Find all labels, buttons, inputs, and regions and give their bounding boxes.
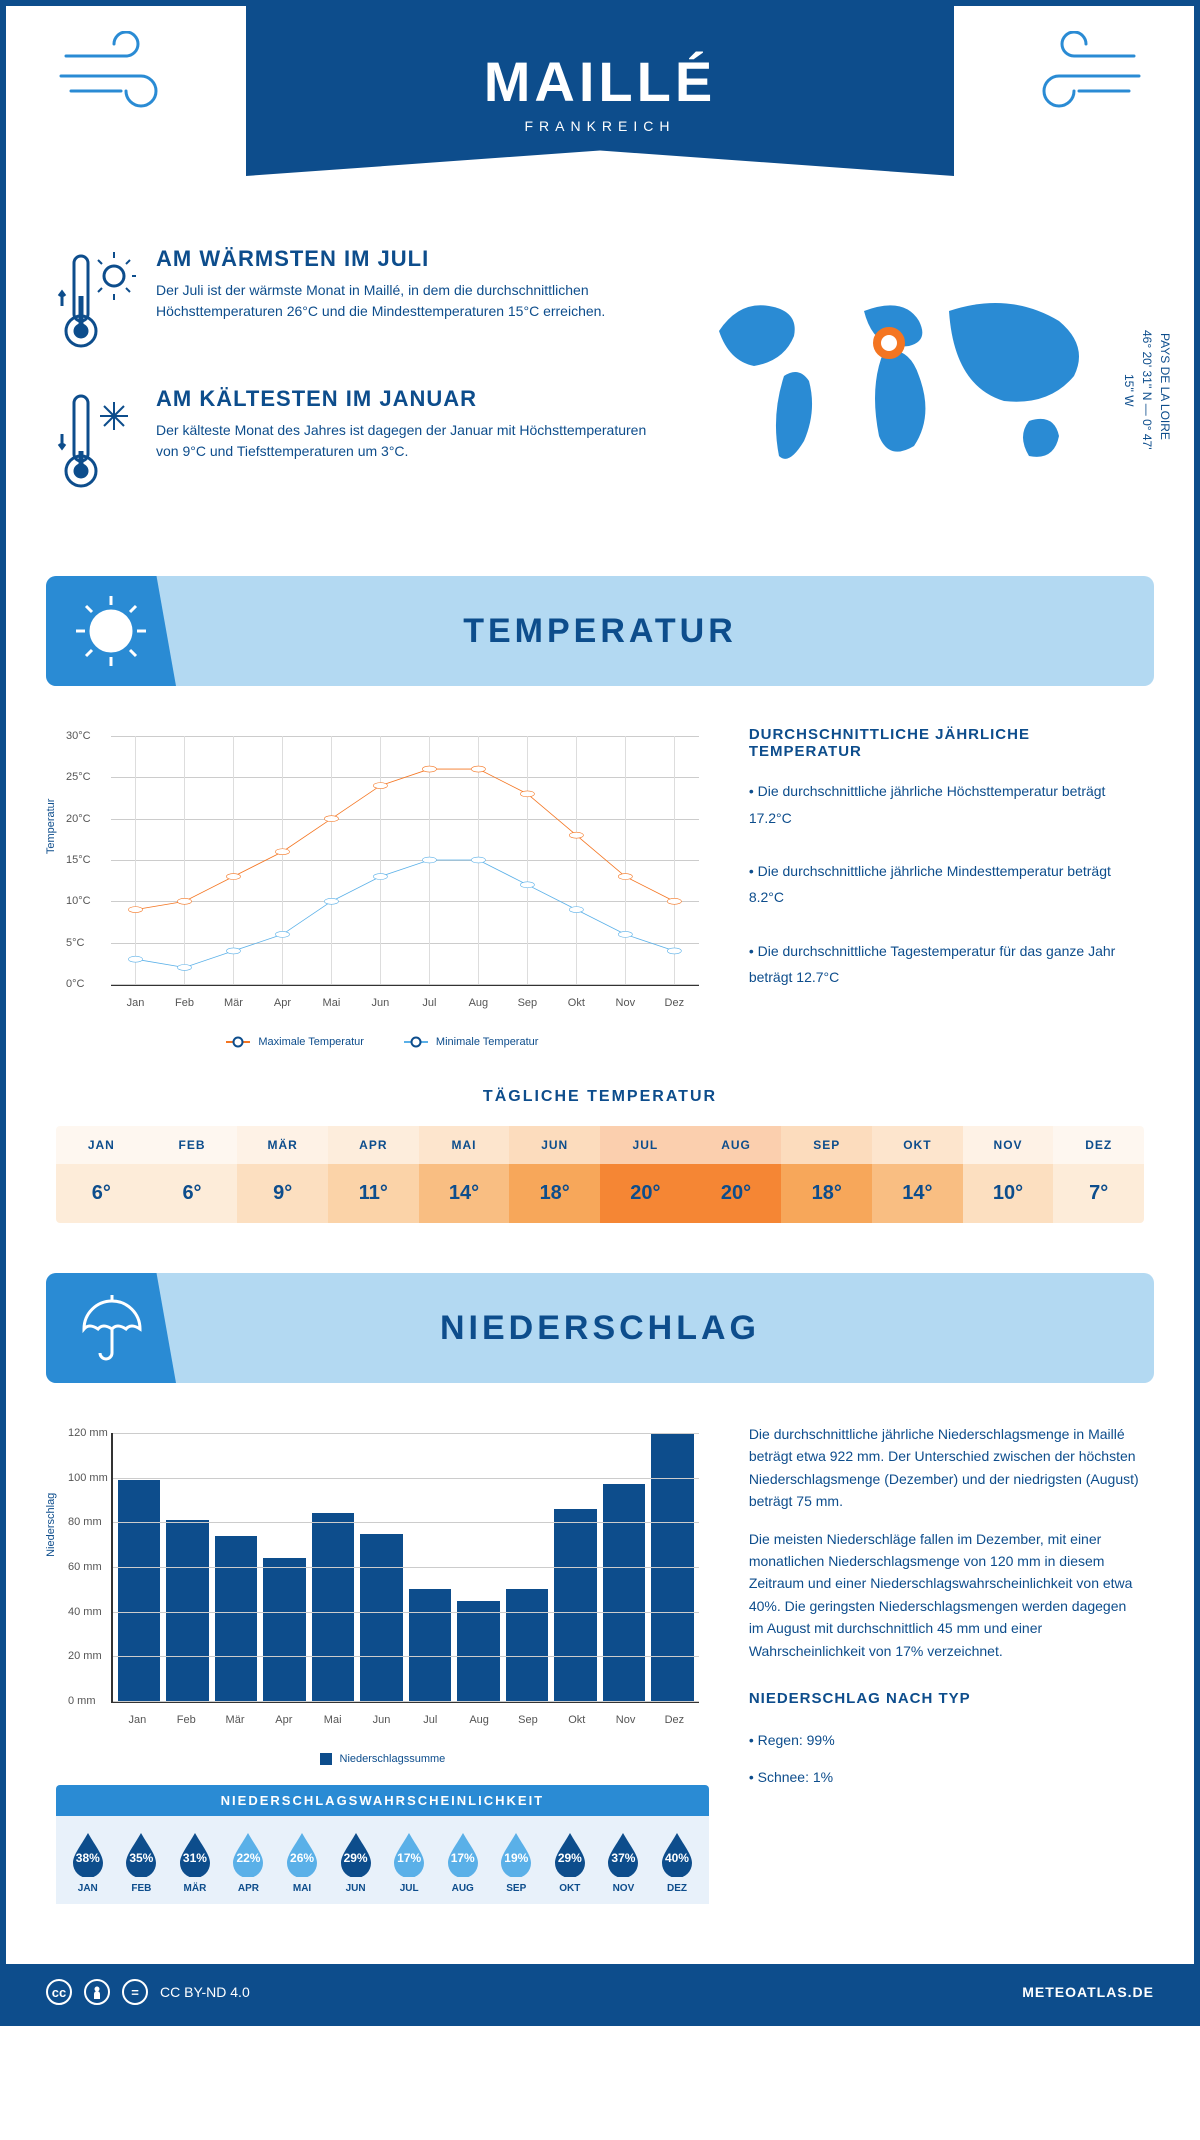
footer: cc = CC BY-ND 4.0 METEOATLAS.DE [6,1964,1194,2020]
precip-bar [409,1589,451,1701]
coldest-desc: Der kälteste Monat des Jahres ist dagege… [156,420,654,462]
precip-bar [118,1480,160,1701]
thermometer-snow-icon [56,386,146,496]
precip-legend: Niederschlagssumme [56,1753,709,1765]
daily-temp-cell: MÄR9° [237,1126,328,1223]
precipitation-title: NIEDERSCHLAG [176,1309,1154,1348]
country-name: FRANKREICH [524,118,675,134]
avg-temp-bullet: • Die durchschnittliche jährliche Höchst… [749,778,1144,831]
wind-icon-right [954,6,1194,206]
avg-temp-bullet: • Die durchschnittliche Tagestemperatur … [749,938,1144,991]
daily-temp-cell: FEB6° [147,1126,238,1223]
temperature-chart-row: Temperatur 0°C5°C10°C15°C20°C25°C30°CJan… [6,686,1194,1088]
daily-temp-section: TÄGLICHE TEMPERATUR JAN6°FEB6°MÄR9°APR11… [6,1088,1194,1273]
infographic-frame: MAILLÉ FRANKREICH AM WÄRMSTEN IM JULI De… [0,0,1200,2026]
brand-text: METEOATLAS.DE [1022,1984,1154,2000]
sun-icon [46,576,176,686]
probability-cell: 35%FEB [115,1831,169,1894]
by-icon [84,1979,110,2005]
temp-legend: .ls1::after{border-color:#f47521}Maximal… [56,1036,709,1048]
region-text: PAYS DE LA LOIRE [1156,316,1174,456]
precip-type-title: NIEDERSCHLAG NACH TYP [749,1687,1144,1711]
daily-temp-title: TÄGLICHE TEMPERATUR [56,1088,1144,1106]
legend-max: Maximale Temperatur [258,1036,364,1048]
precip-legend-text: Niederschlagssumme [340,1753,446,1765]
intro-section: AM WÄRMSTEN IM JULI Der Juli ist der wär… [6,206,1194,576]
precip-paragraph: Die durchschnittliche jährliche Niedersc… [749,1423,1144,1513]
daily-temp-cell: MAI14° [419,1126,510,1223]
avg-temp-bullet: • Die durchschnittliche jährliche Mindes… [749,858,1144,911]
coldest-title: AM KÄLTESTEN IM JANUAR [156,386,654,412]
warmest-fact: AM WÄRMSTEN IM JULI Der Juli ist der wär… [56,246,654,356]
precipitation-bar-chart: Niederschlag 0 mm20 mm40 mm60 mm80 mm100… [56,1423,709,1743]
precipitation-banner: NIEDERSCHLAG [46,1273,1154,1383]
temperature-title: TEMPERATUR [176,612,1154,651]
header: MAILLÉ FRANKREICH [6,6,1194,206]
precip-type-item: • Schnee: 1% [749,1766,1144,1788]
temperature-banner: TEMPERATUR [46,576,1154,686]
daily-temp-cell: APR11° [328,1126,419,1223]
precip-paragraph: Die meisten Niederschläge fallen im Deze… [749,1528,1144,1662]
probability-cell: 22%APR [222,1831,276,1894]
precip-type-item: • Regen: 99% [749,1729,1144,1751]
daily-temp-cell: JAN6° [56,1126,147,1223]
probability-grid: 38%JAN35%FEB31%MÄR22%APR26%MAI29%JUN17%J… [56,1816,709,1904]
daily-temp-cell: SEP18° [781,1126,872,1223]
precip-bar [166,1520,208,1701]
precip-bar [554,1509,596,1701]
probability-section: NIEDERSCHLAGSWAHRSCHEINLICHKEIT 38%JAN35… [56,1785,709,1904]
precip-bar [312,1513,354,1701]
probability-cell: 38%JAN [61,1831,115,1894]
lat-text: 46° 20' 31'' N [1140,330,1154,400]
probability-cell: 17%JUL [382,1831,436,1894]
coordinates: PAYS DE LA LOIRE 46° 20' 31'' N — 0° 47'… [1120,316,1174,456]
daily-temp-grid: JAN6°FEB6°MÄR9°APR11°MAI14°JUN18°JUL20°A… [56,1126,1144,1223]
license-text: CC BY-ND 4.0 [160,1984,250,2000]
cc-icon: cc [46,1979,72,2005]
daily-temp-cell: DEZ7° [1053,1126,1144,1223]
precip-bar [603,1484,645,1701]
precip-bar [263,1558,305,1701]
probability-cell: 40%DEZ [650,1831,704,1894]
title-banner: MAILLÉ FRANKREICH [246,6,954,176]
probability-cell: 29%OKT [543,1831,597,1894]
daily-temp-cell: JUN18° [509,1126,600,1223]
daily-temp-cell: NOV10° [963,1126,1054,1223]
precip-bar [215,1536,257,1701]
thermometer-sun-icon [56,246,146,356]
probability-cell: 31%MÄR [168,1831,222,1894]
city-name: MAILLÉ [484,49,716,114]
daily-temp-cell: AUG20° [691,1126,782,1223]
precip-bar [360,1534,402,1702]
probability-cell: 29%JUN [329,1831,383,1894]
precipitation-chart-row: Niederschlag 0 mm20 mm40 mm60 mm80 mm100… [6,1383,1194,1964]
precip-bar [457,1601,499,1702]
daily-temp-cell: OKT14° [872,1126,963,1223]
legend-min: Minimale Temperatur [436,1036,539,1048]
probability-cell: 26%MAI [275,1831,329,1894]
probability-cell: 17%AUG [436,1831,490,1894]
probability-title: NIEDERSCHLAGSWAHRSCHEINLICHKEIT [56,1785,709,1816]
warmest-desc: Der Juli ist der wärmste Monat in Maillé… [156,280,654,322]
nd-icon: = [122,1979,148,2005]
probability-cell: 37%NOV [597,1831,651,1894]
precip-y-axis-title: Niederschlag [45,1493,57,1557]
warmest-title: AM WÄRMSTEN IM JULI [156,246,654,272]
wind-icon-left [6,6,246,206]
probability-cell: 19%SEP [490,1831,544,1894]
world-map: PAYS DE LA LOIRE 46° 20' 31'' N — 0° 47'… [654,246,1144,526]
daily-temp-cell: JUL20° [600,1126,691,1223]
avg-temp-title: DURCHSCHNITTLICHE JÄHRLICHE TEMPERATUR [749,726,1144,760]
umbrella-icon [46,1273,176,1383]
precip-bar [506,1589,548,1701]
temp-y-axis-title: Temperatur [45,799,57,855]
temperature-line-chart: Temperatur 0°C5°C10°C15°C20°C25°C30°CJan… [56,726,709,1026]
coldest-fact: AM KÄLTESTEN IM JANUAR Der kälteste Mona… [56,386,654,496]
